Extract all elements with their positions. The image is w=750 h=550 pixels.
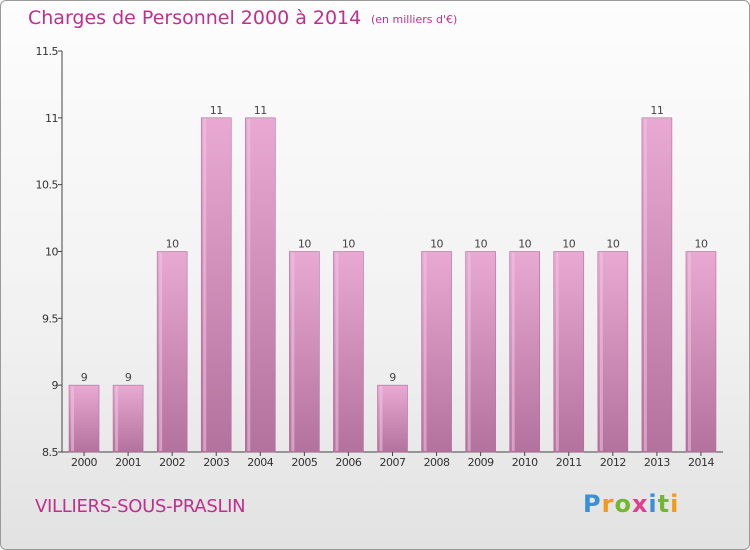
unit-note: (en milliers d'€) [371, 13, 458, 26]
x-tick-label: 2009 [468, 456, 494, 469]
x-tick-label: 2010 [512, 456, 538, 469]
logo-letter: x [631, 490, 649, 518]
bar-highlight [511, 252, 515, 451]
bar-highlight [555, 252, 559, 451]
data-label: 10 [518, 238, 531, 251]
bar-highlight [203, 118, 207, 451]
x-tick-label: 2011 [556, 456, 582, 469]
y-tick-label: 11.5 [36, 45, 59, 58]
data-label: 10 [474, 238, 487, 251]
bar-highlight [467, 252, 471, 451]
data-label: 9 [81, 371, 88, 384]
y-tick-label: 9 [52, 379, 59, 392]
logo-letter: i [670, 490, 680, 518]
data-label: 9 [389, 371, 396, 384]
bar-highlight [71, 386, 75, 451]
data-label: 10 [562, 238, 575, 251]
y-tick-label: 10.5 [36, 179, 59, 192]
y-tick-label: 9.5 [42, 312, 58, 325]
data-label: 11 [650, 104, 663, 117]
logo-letter: r [601, 490, 615, 518]
x-tick-label: 2006 [335, 456, 361, 469]
bar-highlight [599, 252, 603, 451]
logo-letter: i [648, 490, 658, 518]
x-tick-label: 2007 [380, 456, 406, 469]
y-tick-label: 11 [45, 112, 58, 125]
x-tick-label: 2000 [71, 456, 97, 469]
bar-highlight [159, 252, 163, 451]
commune-name: VILLIERS-SOUS-PRASLIN [35, 496, 246, 517]
bar-highlight [335, 252, 339, 451]
logo-letter: P [583, 490, 602, 518]
chart-title: Charges de Personnel 2000 à 2014 [28, 7, 362, 29]
data-label: 10 [342, 238, 355, 251]
data-label: 10 [298, 238, 311, 251]
data-label: 11 [254, 104, 267, 117]
logo-letter: t [657, 490, 671, 518]
proxiti-logo: Proxiti [583, 490, 679, 518]
x-tick-label: 2003 [203, 456, 229, 469]
data-label: 10 [606, 238, 619, 251]
x-tick-label: 2008 [424, 456, 450, 469]
data-label: 9 [125, 371, 132, 384]
logo-letter: o [614, 490, 632, 518]
data-label: 11 [210, 104, 223, 117]
bar-highlight [247, 118, 251, 451]
x-tick-label: 2001 [115, 456, 141, 469]
x-tick-label: 2013 [644, 456, 670, 469]
bar-highlight [115, 386, 119, 451]
bar-highlight [687, 252, 691, 451]
bar-highlight [643, 118, 647, 451]
data-label: 10 [430, 238, 443, 251]
bar-highlight [423, 252, 427, 451]
y-tick-label: 10 [45, 246, 58, 259]
x-tick-label: 2002 [159, 456, 185, 469]
x-tick-label: 2004 [247, 456, 273, 469]
x-tick-label: 2014 [688, 456, 714, 469]
data-label: 10 [166, 238, 179, 251]
x-tick-label: 2012 [600, 456, 626, 469]
y-tick-label: 8.5 [42, 446, 58, 459]
data-label: 10 [694, 238, 707, 251]
x-tick-label: 2005 [291, 456, 317, 469]
bar-highlight [379, 386, 383, 451]
bar-highlight [291, 252, 295, 451]
